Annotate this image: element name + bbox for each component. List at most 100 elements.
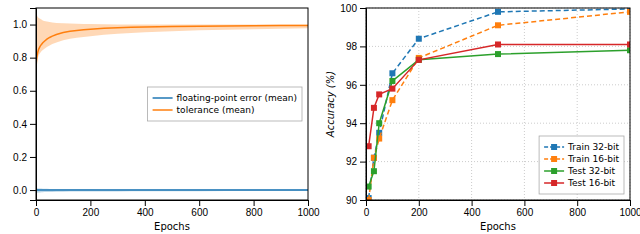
y-tick: 90 <box>346 195 366 206</box>
x-axis: 0 200 400 600 800 1000 <box>364 200 640 218</box>
y-tick-label: 0.0 <box>13 185 27 196</box>
x-tick: 1000 <box>297 200 320 218</box>
legend: floating-point error (mean)tolerance (me… <box>148 87 302 121</box>
y-tick: 0.4 <box>13 119 36 130</box>
y-axis-line <box>360 9 367 201</box>
y-tick-mark <box>360 85 366 86</box>
marker <box>416 57 422 63</box>
y-tick-mark <box>360 162 366 163</box>
x-tick-label: 200 <box>411 207 428 218</box>
marker <box>416 57 422 63</box>
chart-container: 020040060080010000.00.20.40.60.81.0Epoch… <box>0 0 640 234</box>
y-tick-mark <box>360 200 366 201</box>
legend-marker <box>551 156 557 162</box>
x-tick: 800 <box>246 200 263 218</box>
x-tick: 600 <box>517 200 534 218</box>
x-axis-title: Epochs <box>154 221 190 232</box>
legend-marker <box>551 180 557 186</box>
legend-item: floating-point error (mean) <box>153 93 297 103</box>
x-tick-mark <box>577 200 578 206</box>
marker <box>371 168 377 174</box>
y-tick-label: 90 <box>346 195 358 206</box>
x-tick-mark <box>419 200 420 206</box>
y-tick: 0.8 <box>13 52 36 63</box>
y-tick-label: 0.8 <box>13 52 27 63</box>
y-tick-label: 94 <box>346 118 358 129</box>
marker <box>495 22 501 28</box>
y-tick-mark <box>30 157 36 158</box>
y-axis-line <box>30 9 37 201</box>
x-tick: 0 <box>34 200 40 218</box>
legend-box <box>148 87 302 121</box>
x-tick-label: 1000 <box>619 207 640 218</box>
x-tick-mark <box>90 200 91 206</box>
x-axis-line <box>37 201 309 207</box>
x-axis-line <box>367 201 631 207</box>
x-tick-mark <box>145 200 146 206</box>
x-tick-label: 800 <box>569 207 586 218</box>
x-tick-label: 400 <box>464 207 481 218</box>
y-tick-label: 100 <box>340 3 357 14</box>
y-axis: 9092949698100 <box>340 3 366 206</box>
x-tick: 800 <box>569 200 586 218</box>
x-tick-mark <box>472 200 473 206</box>
x-tick-label: 800 <box>246 207 263 218</box>
line <box>36 189 308 191</box>
y-axis-title: Accuracy (%) <box>325 71 336 138</box>
x-axis: 02004006008001000 <box>34 200 320 218</box>
y-tick-mark <box>360 8 366 9</box>
x-tick: 600 <box>191 200 208 218</box>
x-tick: 200 <box>411 200 428 218</box>
panel: 020040060080010000.00.20.40.60.81.0Epoch… <box>13 8 320 232</box>
marker <box>495 51 501 57</box>
legend-label: Train 16-bit <box>567 154 619 164</box>
x-tick-label: 1000 <box>297 207 320 218</box>
plot-frame <box>366 8 630 200</box>
y-tick: 0.2 <box>13 152 36 163</box>
y-tick: 96 <box>346 80 366 91</box>
legend-marker <box>551 144 557 150</box>
legend-label: Train 32-bit <box>567 142 619 152</box>
legend-swatch <box>153 109 173 111</box>
y-tick-mark <box>30 190 36 191</box>
x-tick-label: 0 <box>364 207 370 218</box>
line <box>369 44 630 146</box>
legend-label: floating-point error (mean) <box>177 93 297 103</box>
y-tick-label: 0.2 <box>13 152 27 163</box>
legend-label: Test 16-bit <box>567 178 615 188</box>
legend-marker <box>551 168 557 174</box>
x-tick-mark <box>254 200 255 206</box>
x-tick-label: 600 <box>517 207 534 218</box>
x-tick: 1000 <box>619 200 640 218</box>
y-tick-mark <box>30 124 36 125</box>
line <box>36 25 308 64</box>
plot-area <box>36 10 308 193</box>
y-tick-mark <box>30 58 36 59</box>
y-tick: 100 <box>340 3 366 14</box>
y-tick-label: 0.4 <box>13 119 27 130</box>
y-tick-mark <box>360 123 366 124</box>
band <box>36 10 308 68</box>
marker <box>376 91 382 97</box>
x-axis-title: Epochs <box>480 221 516 232</box>
plot-area <box>366 8 630 200</box>
y-tick-label: 1.0 <box>13 19 27 30</box>
legend-box <box>539 136 624 194</box>
x-tick-label: 600 <box>191 207 208 218</box>
y-tick-mark <box>30 91 36 92</box>
panel: 020040060080010009092949698100EpochsAccu… <box>325 3 640 232</box>
chart-svg: 020040060080010000.00.20.40.60.81.0Epoch… <box>0 0 640 234</box>
grid-line-y <box>366 84 630 85</box>
y-tick-label: 92 <box>346 156 358 167</box>
marker <box>376 120 382 126</box>
y-axis: 0.0 0.2 0.4 0.6 0.8 1.0 <box>13 9 36 201</box>
grid-line-y <box>366 123 630 124</box>
y-tick: 1.0 <box>13 19 36 30</box>
legend-swatch <box>153 97 173 99</box>
legend-item: Train 32-bit <box>544 142 619 152</box>
x-tick-mark <box>199 200 200 206</box>
y-tick: 0.6 <box>13 85 36 96</box>
y-tick-label: 96 <box>346 80 358 91</box>
grid <box>366 8 630 200</box>
legend-item: Train 16-bit <box>544 154 619 164</box>
